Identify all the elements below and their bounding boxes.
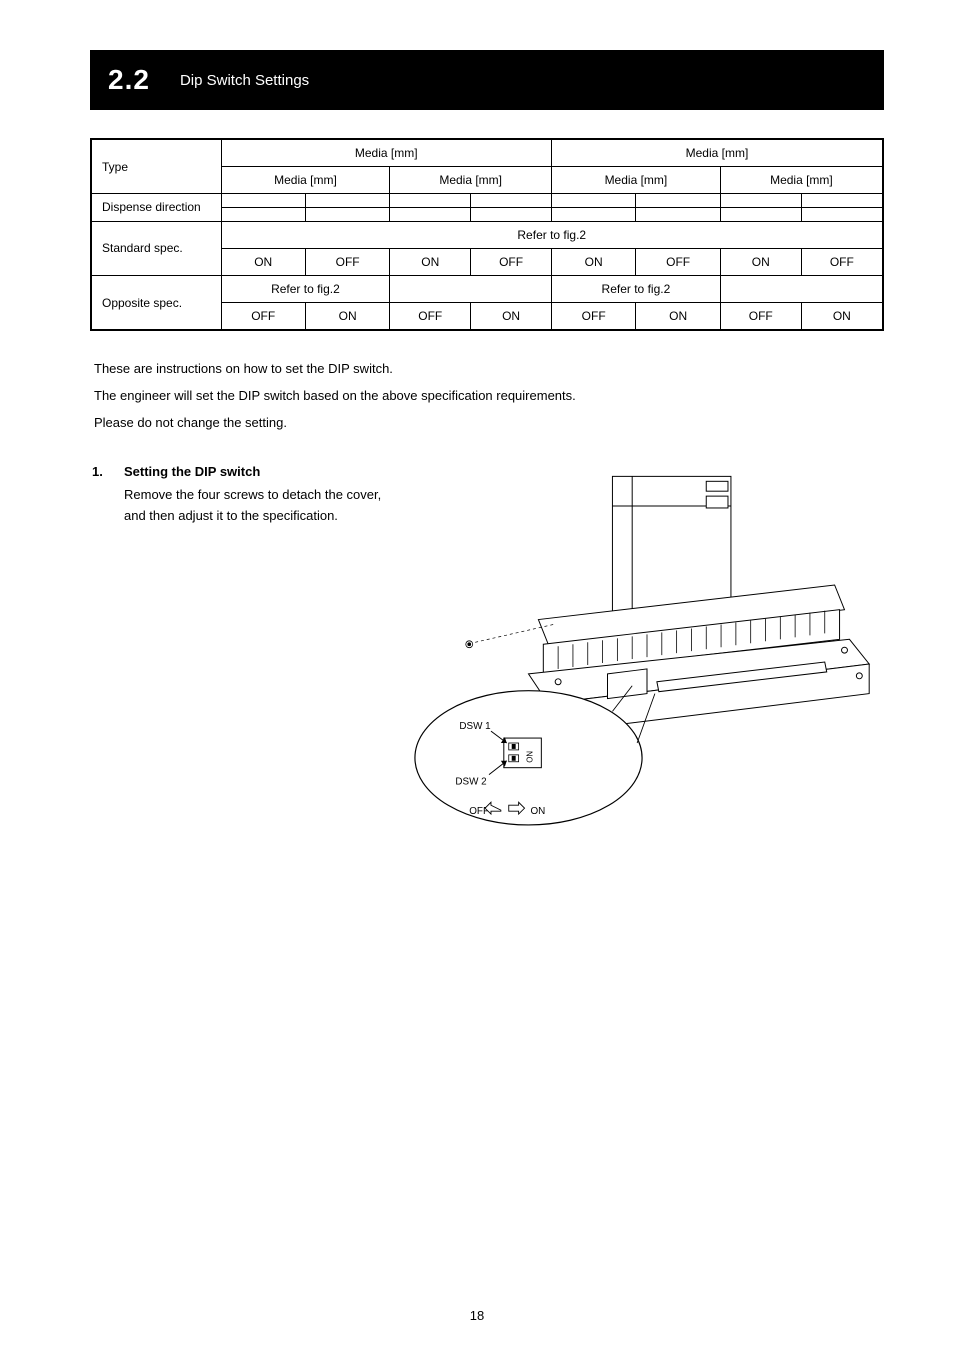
cell: OFF — [305, 248, 389, 275]
step-text: Remove the four screws to detach the cov… — [90, 485, 400, 527]
cell — [390, 194, 471, 208]
cell — [551, 194, 635, 208]
cell: OFF — [720, 303, 801, 331]
steps-area: 1. Setting the DIP switch Remove the fou… — [90, 464, 884, 864]
cell-standard-ref: Refer to fig.2 — [221, 221, 883, 248]
cell — [471, 194, 552, 208]
cell: OFF — [221, 303, 305, 331]
cell-media-1b: Media [mm] — [390, 167, 552, 194]
cell — [471, 207, 552, 221]
table-row: Type Media [mm] Media [mm] — [91, 139, 883, 167]
section-title: Dip Switch Settings — [180, 72, 309, 89]
cell-media-2b: Media [mm] — [720, 167, 883, 194]
body-p3: Please do not change the setting. — [94, 413, 880, 434]
table-row: Standard spec. Refer to fig.2 — [91, 221, 883, 248]
cell: OFF — [551, 303, 635, 331]
section-banner: 2.2 Dip Switch Settings — [90, 50, 884, 110]
device-diagram: ON DSW 1 DSW 2 OFF ON — [410, 464, 884, 864]
cell-text: Standard spec. — [102, 241, 183, 255]
cell — [551, 207, 635, 221]
cell-media-2a: Media [mm] — [551, 167, 720, 194]
cell: ON — [720, 248, 801, 275]
cell-media-1a: Media [mm] — [221, 167, 390, 194]
label-dsw2: DSW 2 — [455, 776, 486, 787]
cell — [305, 207, 389, 221]
cell-media-group-2: Media [mm] — [551, 139, 883, 167]
cell — [221, 194, 305, 208]
step-heading: 1. Setting the DIP switch — [90, 464, 400, 479]
section-number: 2.2 — [108, 64, 150, 96]
cell: OFF — [801, 248, 883, 275]
cell: ON — [305, 303, 389, 331]
cell: ON — [471, 303, 552, 331]
cell-media-group-1: Media [mm] — [221, 139, 551, 167]
step-block: 1. Setting the DIP switch Remove the fou… — [90, 464, 400, 527]
cell — [720, 207, 801, 221]
cell-dispense-label: Dispense direction — [91, 194, 221, 221]
cell: OFF — [390, 303, 471, 331]
step-title: Setting the DIP switch — [124, 464, 260, 479]
cell — [221, 207, 305, 221]
cell: ON — [390, 248, 471, 275]
table-row: Opposite spec. Refer to fig.2 Refer to f… — [91, 275, 883, 302]
cell — [720, 275, 883, 302]
device-svg: ON DSW 1 DSW 2 OFF ON — [410, 464, 884, 864]
body-text: These are instructions on how to set the… — [90, 359, 884, 433]
cell — [801, 207, 883, 221]
table-row: Dispense direction — [91, 194, 883, 208]
cell-text: Opposite spec. — [102, 296, 182, 310]
cell: Refer to fig.2 — [221, 275, 390, 302]
body-p2: The engineer will set the DIP switch bas… — [94, 386, 880, 407]
cell — [636, 207, 720, 221]
step-number: 1. — [92, 464, 110, 479]
cell: OFF — [471, 248, 552, 275]
cell: ON — [221, 248, 305, 275]
spec-table: Type Media [mm] Media [mm] Media [mm] Me… — [90, 138, 884, 331]
cell-type-label: Type — [91, 139, 221, 194]
cell — [390, 207, 471, 221]
cell — [801, 194, 883, 208]
cell: Refer to fig.2 — [551, 275, 720, 302]
cell — [636, 194, 720, 208]
cell-standard-label: Standard spec. — [91, 221, 221, 275]
page-number: 18 — [0, 1308, 954, 1323]
label-on: ON — [530, 806, 545, 817]
cell: ON — [636, 303, 720, 331]
cell — [720, 194, 801, 208]
cell — [390, 275, 552, 302]
cell: OFF — [636, 248, 720, 275]
body-p1: These are instructions on how to set the… — [94, 359, 880, 380]
cell: ON — [551, 248, 635, 275]
label-dsw1: DSW 1 — [459, 721, 490, 732]
cell-opposite-label: Opposite spec. — [91, 275, 221, 330]
cell — [305, 194, 389, 208]
cell: ON — [801, 303, 883, 331]
dip-on-vert: ON — [525, 750, 534, 762]
